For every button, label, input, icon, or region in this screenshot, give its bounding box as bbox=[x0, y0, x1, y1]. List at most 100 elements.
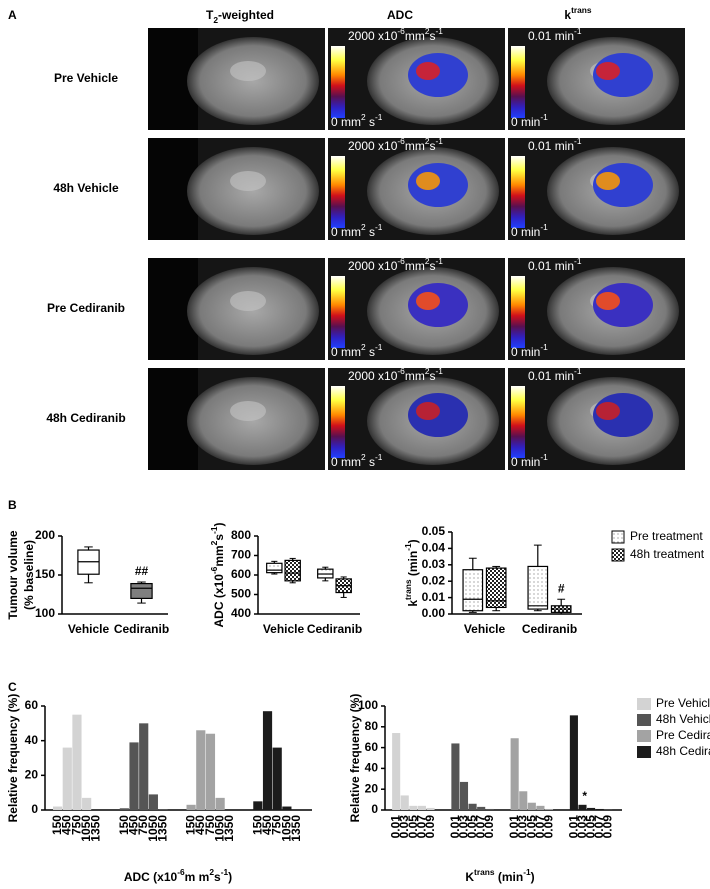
x-tick-label: 0.09 bbox=[601, 815, 615, 839]
text-part: mm bbox=[212, 545, 226, 566]
text-part: s bbox=[366, 115, 375, 129]
scale-label: 0 mm2 s-1 bbox=[331, 112, 383, 129]
bar bbox=[536, 805, 545, 810]
text-part: mm bbox=[405, 369, 425, 383]
y-tick-label: 20 bbox=[365, 781, 379, 795]
scale-label: 0 mm2 s-1 bbox=[331, 452, 383, 469]
text-part: mm bbox=[405, 29, 425, 43]
colorbar bbox=[331, 156, 345, 228]
panel-label: A bbox=[8, 8, 17, 22]
bar bbox=[392, 733, 401, 810]
x-tick-label: 750 bbox=[136, 815, 150, 835]
x-tick-label: 1050 bbox=[79, 815, 93, 842]
y-tick-label: 20 bbox=[25, 768, 39, 782]
colorbar bbox=[511, 156, 525, 228]
y-tick-label: 700 bbox=[231, 548, 251, 562]
tumour-map-hot bbox=[416, 292, 440, 310]
row-label: 48h Vehicle bbox=[53, 181, 119, 195]
x-tick-label: 150 bbox=[250, 815, 264, 835]
annotation: ## bbox=[135, 564, 149, 578]
text-part: 2 bbox=[425, 26, 430, 36]
x-tick-label: 0.07 bbox=[533, 815, 547, 839]
y-tick-label: 150 bbox=[35, 567, 55, 581]
x-tick-label: 150 bbox=[184, 815, 198, 835]
brain-section bbox=[187, 377, 319, 465]
brain-section bbox=[187, 147, 319, 235]
x-tick-label: 0.05 bbox=[584, 815, 598, 839]
x-tick-label: 0.09 bbox=[541, 815, 555, 839]
text-part: K bbox=[465, 870, 474, 884]
text-part: -1 bbox=[574, 26, 582, 36]
x-tick-label: 0.01 bbox=[507, 815, 521, 839]
x-axis-label: Ktrans (min-1) bbox=[465, 867, 534, 884]
legend-label: Pre Vehicle bbox=[656, 696, 710, 710]
bar bbox=[426, 807, 435, 810]
bar bbox=[468, 803, 477, 810]
annotation: # bbox=[558, 581, 565, 595]
row-label: Pre Vehicle bbox=[54, 71, 118, 85]
text-part: ) bbox=[531, 870, 535, 884]
text-part: -1 bbox=[375, 112, 383, 122]
legend-swatch bbox=[611, 530, 625, 544]
scale-label: 0.01 min-1 bbox=[528, 26, 582, 43]
text-part: -1 bbox=[221, 867, 229, 877]
bar bbox=[519, 791, 528, 810]
text-part: -6 bbox=[209, 566, 219, 574]
text-part: s bbox=[366, 345, 375, 359]
bar bbox=[186, 804, 196, 810]
y-tick-label: 200 bbox=[35, 528, 55, 542]
text-part: -1 bbox=[540, 342, 548, 352]
box bbox=[130, 582, 153, 600]
x-tick-label: 0.01 bbox=[448, 815, 462, 839]
text-part: -1 bbox=[574, 136, 582, 146]
brain-ventricle bbox=[230, 291, 266, 311]
bar bbox=[485, 808, 494, 810]
bar bbox=[129, 742, 139, 810]
scale-label: 2000 x10-6mm2s-1 bbox=[348, 26, 443, 43]
y-tick-label: 500 bbox=[231, 587, 251, 601]
box bbox=[485, 567, 507, 609]
bar bbox=[544, 808, 554, 810]
text-part: 2000 x10 bbox=[348, 259, 398, 273]
text-part: -1 bbox=[375, 342, 383, 352]
text-part: -1 bbox=[209, 526, 219, 534]
text-part: s bbox=[212, 534, 226, 541]
text-part: -1 bbox=[436, 26, 444, 36]
x-tick-label: 450 bbox=[126, 815, 140, 835]
y-tick-label: 0.00 bbox=[422, 606, 446, 620]
x-tick-label: 0.05 bbox=[465, 815, 479, 839]
row-label: Pre Cediranib bbox=[47, 301, 125, 315]
text-part: mm bbox=[405, 139, 425, 153]
tumour-map-hot bbox=[596, 402, 620, 420]
colorbar bbox=[331, 386, 345, 458]
x-tick-label: 1350 bbox=[155, 815, 169, 842]
brain-section bbox=[187, 267, 319, 355]
text-part: 0.01 min bbox=[528, 259, 574, 273]
text-part: s bbox=[430, 369, 436, 383]
scale-label: 0.01 min-1 bbox=[528, 256, 582, 273]
y-tick-label: 600 bbox=[231, 567, 251, 581]
scale-label: 0.01 min-1 bbox=[528, 366, 582, 383]
y-tick-label: 60 bbox=[25, 698, 39, 712]
y-tick-label: 0 bbox=[31, 802, 38, 816]
y-axis-label: Relative frequency (%) bbox=[6, 694, 20, 823]
bar bbox=[417, 805, 426, 810]
text-part: ADC (x10 bbox=[124, 870, 178, 884]
tumour-map-hot bbox=[596, 62, 620, 80]
text-part: -6 bbox=[397, 136, 405, 146]
column-header: ADC bbox=[387, 8, 413, 22]
colorbar bbox=[331, 46, 345, 118]
x-tick-label: 1050 bbox=[213, 815, 227, 842]
text-part: s bbox=[214, 870, 221, 884]
text-part: s bbox=[366, 455, 375, 469]
brain-ventricle bbox=[230, 401, 266, 421]
text-part: 2 bbox=[361, 342, 366, 352]
text-part: 0 min bbox=[511, 345, 540, 359]
bar bbox=[253, 801, 263, 810]
legend-label: Pre Cediranib bbox=[656, 728, 710, 742]
text-part: -1 bbox=[375, 452, 383, 462]
text-part: 2 bbox=[425, 256, 430, 266]
legend-swatch bbox=[637, 698, 651, 710]
text-part: -1 bbox=[436, 366, 444, 376]
x-tick-label: 0.07 bbox=[592, 815, 606, 839]
